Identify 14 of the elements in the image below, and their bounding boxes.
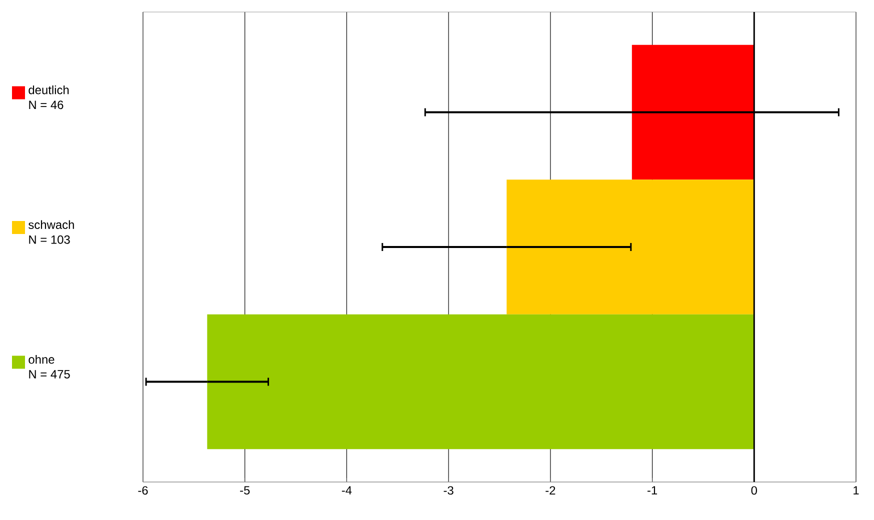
text: N = 475 (29, 370, 70, 378)
x-tick-label: -1 (648, 486, 658, 494)
text: N = 103 (29, 235, 70, 244)
x-tick-label: 1 (854, 486, 859, 494)
x-tick-label: -5 (240, 486, 250, 495)
x-tick-label: -6 (138, 486, 148, 495)
x-tick-label: -4 (342, 486, 352, 494)
x-tick-label: -2 (546, 486, 556, 495)
y-tick-label: ohne (28, 354, 54, 364)
x-tick-label: 0 (751, 486, 758, 495)
text: N = 46 (29, 100, 64, 110)
y-tick-label: schwach (28, 220, 74, 229)
x-tick-label: -3 (444, 486, 454, 495)
y-tick-label: deutlich (28, 85, 69, 94)
